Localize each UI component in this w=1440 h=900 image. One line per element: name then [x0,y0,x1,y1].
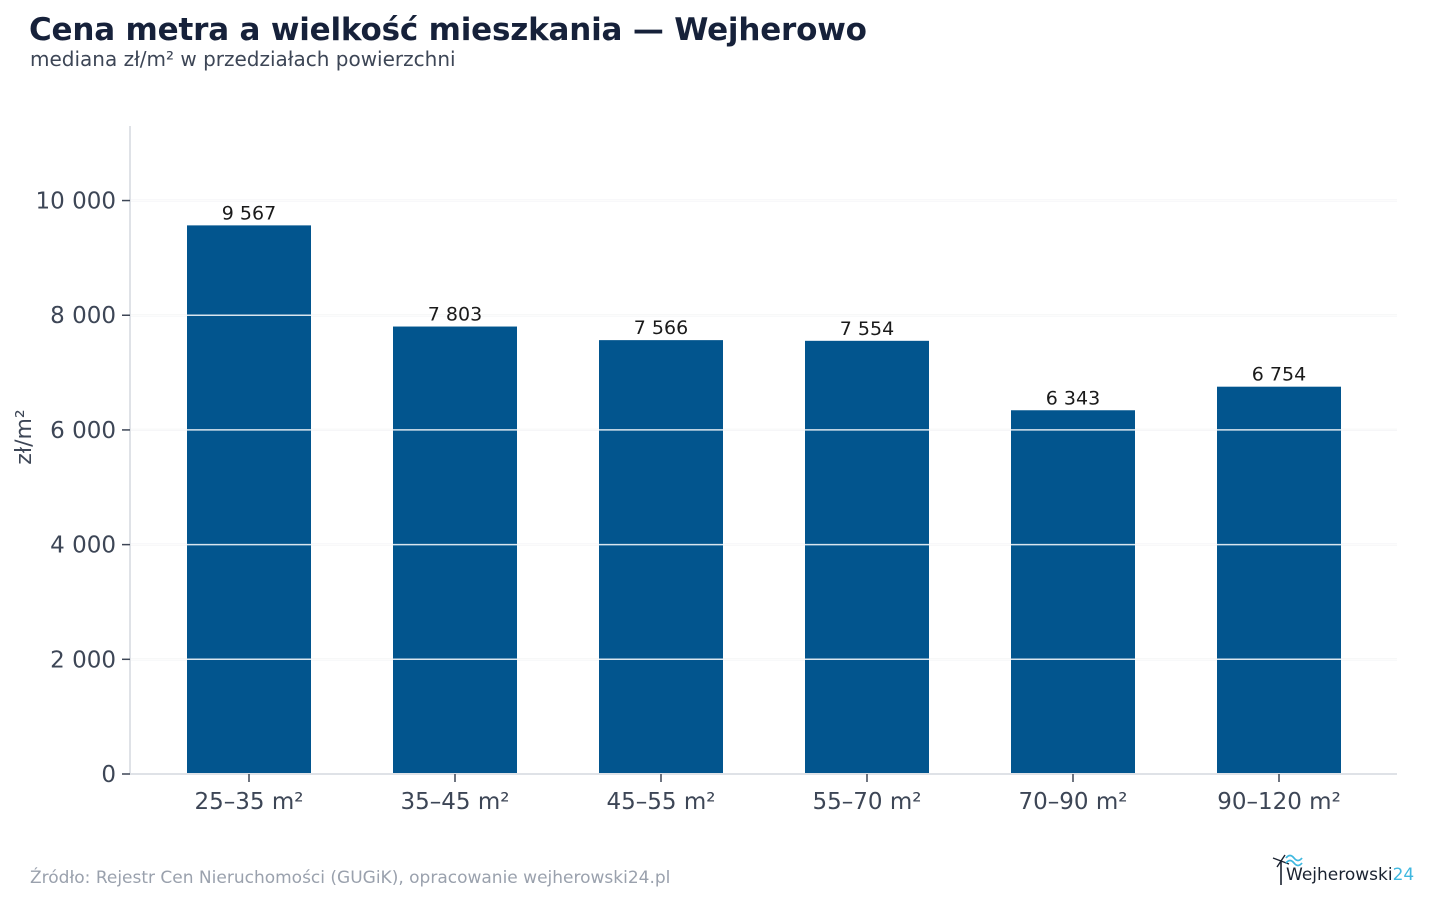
bar-chart: 0 2 000 4 000 6 000 8 000 10 000 25–35 m² 35–45… [36,126,1397,815]
y-tick-label: 6 000 [50,418,116,444]
x-tick-label: 25–35 m² [195,789,304,815]
bar-value-label: 6 754 [1252,364,1306,386]
bar-value-label: 7 566 [634,317,688,339]
x-tick-label: 35–45 m² [401,789,510,815]
y-tick-label: 2 000 [50,647,116,673]
bar-value-labels: 9 567 7 803 7 566 7 554 6 343 6 754 [222,202,1306,409]
bar [1217,386,1341,774]
y-tick-label: 0 [101,762,116,788]
bar [1011,410,1135,774]
x-tick-label: 55–70 m² [813,789,922,815]
y-tick-label: 8 000 [50,303,116,329]
bar [187,225,311,774]
bar [393,326,517,774]
bar-value-label: 7 554 [840,318,894,340]
y-tick-label: 10 000 [36,189,116,215]
y-tick-label: 4 000 [50,533,116,559]
logo-suffix: 24 [1392,865,1415,885]
bar [599,340,723,774]
windmill-wave-icon [1272,854,1303,885]
chart-subtitle: mediana zł/m² w przedziałach powierzchni [30,47,456,71]
x-tick-label: 90–120 m² [1217,789,1341,815]
chart-title: Cena metra a wielkość mieszkania — Wejhe… [29,12,867,48]
x-tick-label: 45–55 m² [607,789,716,815]
bar-value-label: 9 567 [222,202,276,224]
logo-name: Wejherowski [1286,865,1393,885]
source-note: Źródło: Rejestr Cen Nieruchomości (GUGiK… [30,868,671,888]
x-tick-label: 70–90 m² [1019,789,1128,815]
bar [805,340,929,774]
axes: 0 2 000 4 000 6 000 8 000 10 000 25–35 m² 35–45… [36,126,1397,815]
bar-value-label: 7 803 [428,304,482,326]
brand-logo: Wejherowski24 [1268,852,1414,888]
bars [187,225,1341,774]
bar-value-label: 6 343 [1046,387,1100,409]
logo-wordmark: Wejherowski24 [1286,865,1414,885]
grid-overlay [130,199,1397,661]
